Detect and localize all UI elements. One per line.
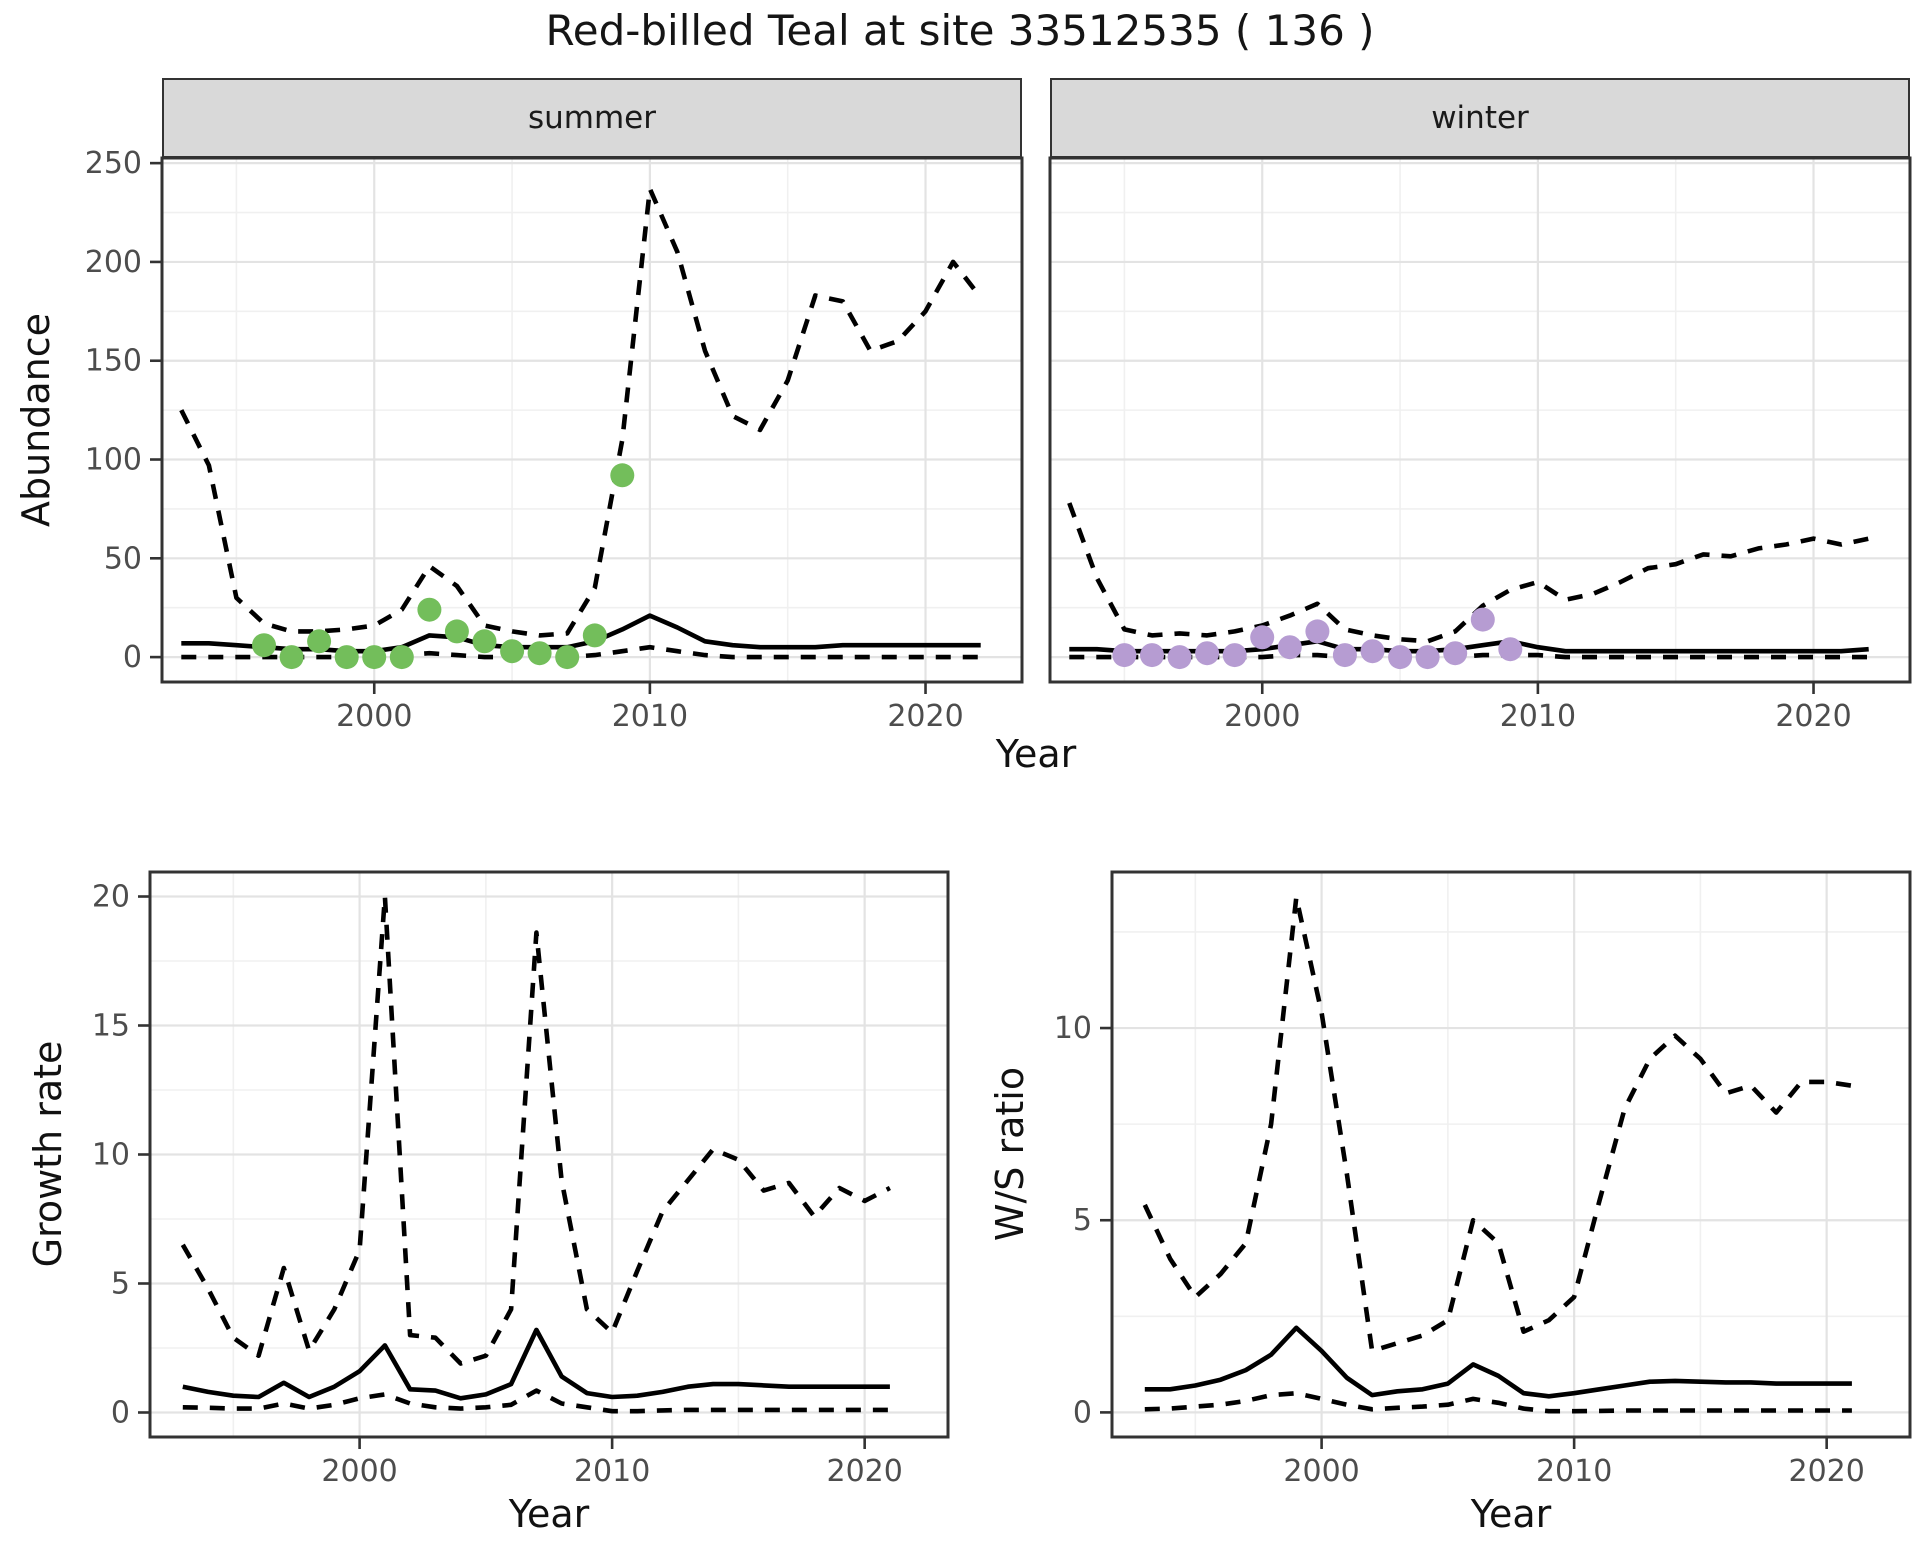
observed-point bbox=[1112, 643, 1137, 668]
x-tick-label: 2010 bbox=[612, 699, 688, 734]
x-axis-title-year-ws: Year bbox=[1470, 1492, 1552, 1536]
observed-point bbox=[1195, 641, 1220, 666]
observed-point bbox=[1167, 645, 1192, 670]
x-tick-label: 2000 bbox=[1224, 699, 1300, 734]
observed-winter-counts bbox=[1112, 607, 1523, 670]
observed-point bbox=[279, 645, 304, 670]
ws-ratio-panel-bg bbox=[1112, 872, 1910, 1437]
y-tick-label: 0 bbox=[111, 1395, 130, 1430]
abundance-summer-panel-bg bbox=[162, 158, 1022, 682]
observed-point bbox=[417, 597, 442, 622]
x-tick-label: 2010 bbox=[574, 1454, 650, 1489]
observed-point bbox=[252, 633, 276, 658]
y-tick-label: 50 bbox=[104, 541, 142, 576]
y-tick-label: 10 bbox=[92, 1138, 130, 1173]
growth-rate-panel: 2000 2010 2020 0 5 10 15 20 bbox=[92, 870, 950, 1489]
x-tick-label: 2010 bbox=[1500, 699, 1576, 734]
observed-point bbox=[1277, 635, 1302, 660]
observed-point bbox=[472, 629, 497, 654]
y-tick-label: 0 bbox=[1073, 1395, 1092, 1430]
x-axis-title-year-top: Year bbox=[995, 732, 1077, 776]
x-tick-label: 2020 bbox=[1775, 699, 1851, 734]
ws-ratio-lower_ci-line bbox=[1144, 1390, 1852, 1414]
abundance-winter-panel: 2000 2010 2020 bbox=[1048, 156, 1912, 734]
x-axis-title-year-growth: Year bbox=[508, 1492, 590, 1536]
y-tick-label: 15 bbox=[92, 1009, 130, 1044]
growth-rate-upper_ci-line bbox=[180, 894, 891, 1366]
observed-point bbox=[1388, 645, 1413, 670]
observed-point bbox=[1443, 641, 1468, 666]
observed-point bbox=[1305, 619, 1330, 644]
x-tick-label: 2010 bbox=[1536, 1454, 1612, 1489]
y-tick-label: 150 bbox=[85, 344, 142, 379]
y-tick-label: 10 bbox=[1054, 1011, 1092, 1046]
observed-point bbox=[527, 641, 552, 666]
ws-ratio-panel: 2000 2010 2020 0 5 10 bbox=[1054, 870, 1912, 1489]
observed-point bbox=[1498, 637, 1523, 662]
abundance-winter-upper_ci-line bbox=[1067, 502, 1870, 644]
facet-label-winter: winter bbox=[1431, 100, 1529, 136]
y-tick-label: 20 bbox=[92, 880, 130, 915]
y-tick-label: 5 bbox=[111, 1266, 130, 1301]
observed-point bbox=[334, 645, 359, 670]
x-tick-label: 2000 bbox=[336, 699, 412, 734]
y-axis-title-ws-ratio: W/S ratio bbox=[988, 1066, 1032, 1242]
y-tick-label: 5 bbox=[1073, 1203, 1092, 1238]
abundance-winter-panel-bg bbox=[1050, 158, 1910, 682]
facet-strip-summer: summer bbox=[162, 78, 1022, 158]
observed-point bbox=[1222, 643, 1247, 668]
ws-ratio-median-line bbox=[1144, 1325, 1852, 1399]
observed-point bbox=[362, 645, 387, 670]
y-axis-title-abundance: Abundance bbox=[14, 312, 58, 528]
observed-point bbox=[610, 463, 635, 488]
observed-point bbox=[444, 619, 469, 644]
x-tick-label: 2000 bbox=[1283, 1454, 1359, 1489]
ws-ratio-panel-border bbox=[1110, 870, 1912, 1439]
observed-point bbox=[1140, 643, 1164, 668]
abundance-summer-panel-border bbox=[160, 156, 1024, 684]
y-tick-label: 250 bbox=[85, 146, 142, 181]
facet-label-summer: summer bbox=[527, 100, 656, 136]
x-tick-label: 2020 bbox=[887, 699, 963, 734]
abundance-winter-panel-border bbox=[1048, 156, 1912, 684]
observed-point bbox=[500, 639, 525, 664]
observed-point bbox=[1250, 625, 1275, 650]
x-tick-label: 2020 bbox=[826, 1454, 902, 1489]
observed-point bbox=[307, 629, 332, 654]
x-tick-label: 2020 bbox=[1788, 1454, 1864, 1489]
growth-rate-median-line bbox=[182, 1327, 890, 1401]
observed-point bbox=[389, 645, 414, 670]
observed-point bbox=[555, 645, 580, 670]
x-tick-label: 2000 bbox=[321, 1454, 397, 1489]
y-tick-label: 200 bbox=[85, 245, 142, 280]
facet-strip-winter: winter bbox=[1050, 78, 1910, 158]
observed-point bbox=[582, 623, 607, 648]
y-tick-label: 100 bbox=[85, 443, 142, 478]
observed-point bbox=[1360, 639, 1385, 664]
y-axis-title-growth-rate: Growth rate bbox=[26, 1040, 70, 1268]
abundance-summer-upper_ci-line bbox=[179, 186, 983, 638]
chart-title: Red-billed Teal at site 33512535 ( 136 ) bbox=[545, 6, 1375, 55]
y-tick-label: 0 bbox=[123, 640, 142, 675]
ws-ratio-upper_ci-line bbox=[1142, 895, 1853, 1354]
observed-point bbox=[1415, 645, 1440, 670]
observed-point bbox=[1332, 643, 1357, 668]
observed-point bbox=[1470, 607, 1495, 632]
growth-rate-lower_ci-line bbox=[182, 1388, 890, 1414]
abundance-summer-panel: 2000 2010 2020 0 50 100 150 200 250 bbox=[85, 146, 1024, 734]
observed-summer-counts bbox=[252, 463, 635, 670]
